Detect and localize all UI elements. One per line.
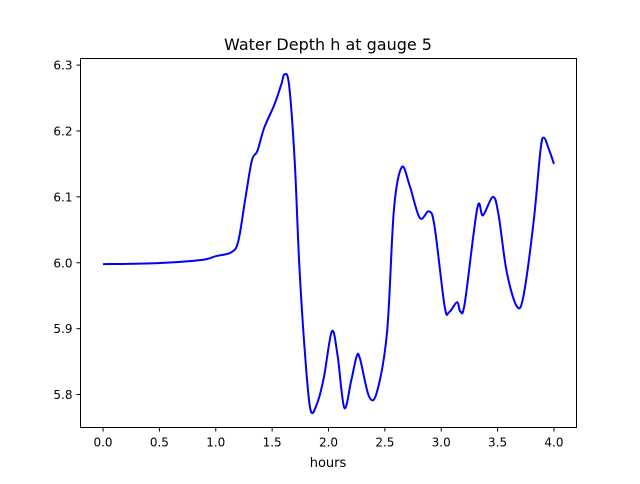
axes-frame: [80, 58, 577, 428]
x-tick-label: 1.0: [206, 436, 225, 450]
series-line-h: [103, 72, 555, 415]
x-tick-label: 3.0: [432, 436, 451, 450]
chart-title: Water Depth h at gauge 5: [224, 35, 432, 54]
y-tick-label: 6.1: [53, 190, 72, 204]
x-tick-label: 1.5: [263, 436, 282, 450]
x-tick-label: 0.0: [93, 436, 112, 450]
y-tick-label: 6.2: [53, 124, 72, 138]
x-axis: 0.0 0.5 1.0 1.5 2.0 2.5 3.0 3.5 4.0: [93, 427, 564, 450]
x-tick-label: 3.5: [488, 436, 507, 450]
x-tick-label: 0.5: [150, 436, 169, 450]
x-tick-label: 2.0: [319, 436, 338, 450]
x-tick-label: 4.0: [544, 436, 563, 450]
x-axis-label: hours: [310, 456, 347, 471]
y-tick-label: 6.0: [53, 256, 72, 270]
y-tick-label: 5.8: [53, 388, 72, 402]
x-tick-label: 2.5: [375, 436, 394, 450]
y-tick-label: 6.3: [53, 59, 72, 73]
y-tick-label: 5.9: [53, 322, 72, 336]
y-axis: 5.8 5.9 6.0 6.1 6.2 6.3: [53, 59, 81, 402]
